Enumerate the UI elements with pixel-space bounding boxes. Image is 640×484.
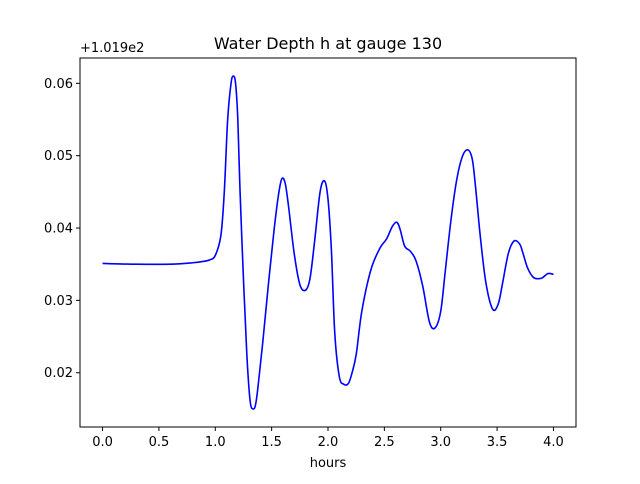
x-tick-label: 3.0	[430, 435, 451, 450]
axes-frame	[79, 57, 577, 428]
axis-ticks: 0.0 0.5 1.0 1.5 2.0 2.5 3.0 3.5 4.0 0.02 0.03 0.04 0…	[44, 77, 564, 450]
x-tick-label: 0.0	[92, 435, 113, 450]
series-line	[102, 75, 554, 410]
y-tick-label: 0.04	[44, 222, 73, 237]
y-tick-label: 0.06	[44, 77, 73, 92]
x-tick-label: 1.5	[261, 435, 282, 450]
chart-title: Water Depth h at gauge 130	[214, 34, 442, 53]
plot-area	[102, 75, 554, 410]
y-tick-label: 0.03	[44, 294, 73, 309]
x-tick-label: 2.0	[318, 435, 339, 450]
y-offset-text: +1.019e2	[80, 41, 144, 56]
x-tick-label: 2.5	[374, 435, 395, 450]
y-tick-label: 0.02	[44, 366, 73, 381]
x-tick-label: 3.5	[487, 435, 508, 450]
x-tick-label: 1.0	[205, 435, 226, 450]
x-axis-label: hours	[310, 456, 347, 471]
x-tick-label: 0.5	[149, 435, 170, 450]
y-tick-label: 0.05	[44, 149, 73, 164]
x-tick-label: 4.0	[543, 435, 564, 450]
